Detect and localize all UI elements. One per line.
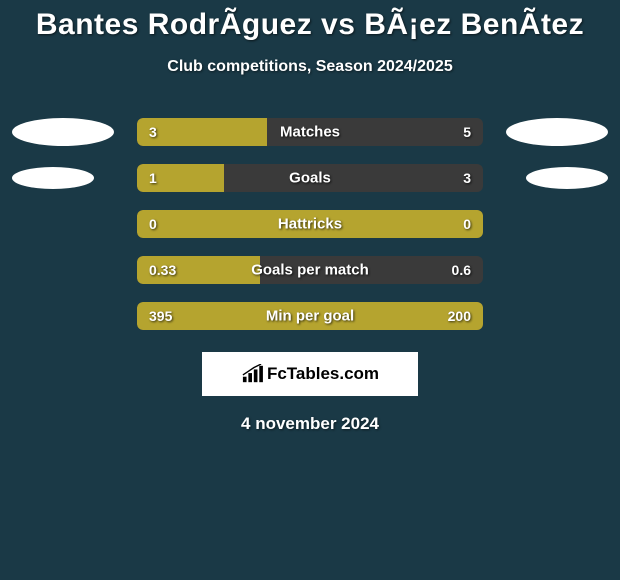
comparison-infographic: Bantes RodrÃ­guez vs BÃ¡ez BenÃ­tez Club…	[0, 0, 620, 580]
bar-fill-left	[137, 210, 483, 238]
stat-row: 13Goals	[0, 164, 620, 192]
stat-value-left: 395	[149, 308, 172, 324]
stat-value-right: 5	[463, 124, 471, 140]
date: 4 november 2024	[0, 414, 620, 434]
stat-rows: 35Matches13Goals00Hattricks0.330.6Goals …	[0, 118, 620, 330]
stat-bar: 13Goals	[137, 164, 483, 192]
stat-row: 00Hattricks	[0, 210, 620, 238]
logo-text: FcTables.com	[267, 364, 379, 384]
title: Bantes RodrÃ­guez vs BÃ¡ez BenÃ­tez	[0, 0, 620, 42]
stat-row: 0.330.6Goals per match	[0, 256, 620, 284]
stat-bar: 0.330.6Goals per match	[137, 256, 483, 284]
stat-value-left: 0	[149, 216, 157, 232]
player-right-ellipse	[526, 167, 608, 189]
player-left-ellipse	[12, 167, 94, 189]
stat-value-right: 200	[448, 308, 471, 324]
stat-value-left: 1	[149, 170, 157, 186]
stat-bar: 395200Min per goal	[137, 302, 483, 330]
stat-bar: 00Hattricks	[137, 210, 483, 238]
stat-value-left: 3	[149, 124, 157, 140]
subtitle: Club competitions, Season 2024/2025	[0, 58, 620, 76]
stat-row: 395200Min per goal	[0, 302, 620, 330]
logo-box: FcTables.com	[202, 352, 418, 396]
stat-value-right: 0.6	[452, 262, 471, 278]
player-left-ellipse	[12, 118, 114, 146]
bar-fill-left	[137, 302, 483, 330]
player-right-ellipse	[506, 118, 608, 146]
stat-row: 35Matches	[0, 118, 620, 146]
stat-bar: 35Matches	[137, 118, 483, 146]
stat-value-right: 0	[463, 216, 471, 232]
stat-value-left: 0.33	[149, 262, 176, 278]
stat-value-right: 3	[463, 170, 471, 186]
bar-chart-icon	[241, 364, 263, 384]
